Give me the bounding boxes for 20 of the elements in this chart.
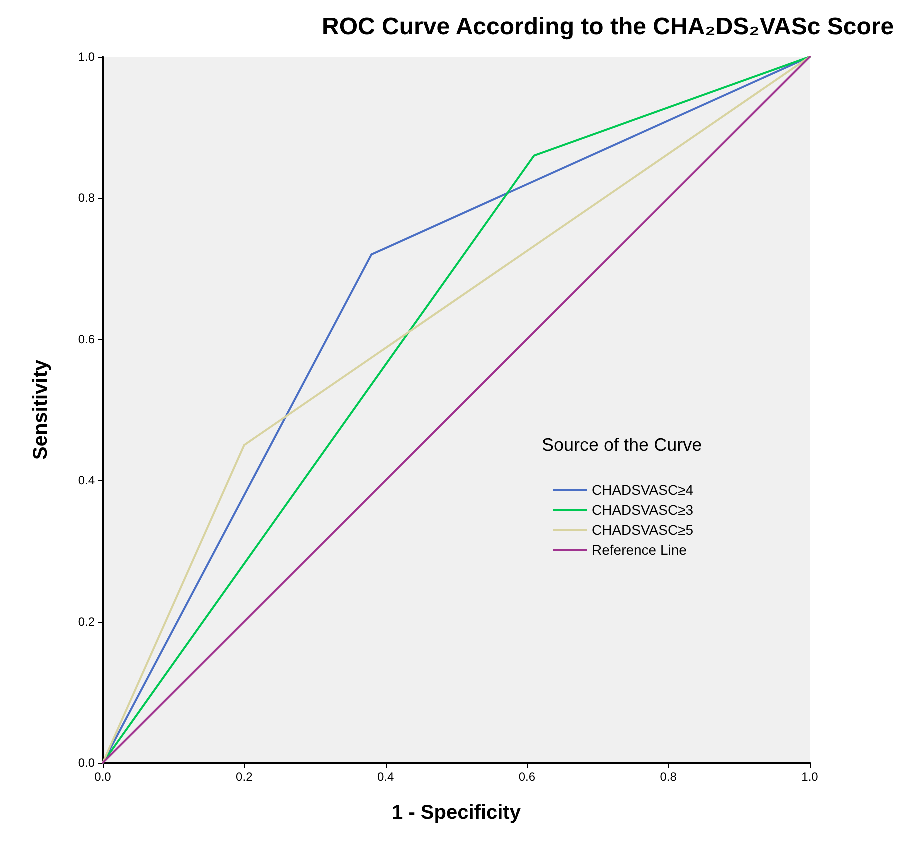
x-tick-label: 0.6 [518,770,536,784]
y-tick-label: 0.8 [78,191,96,206]
chart-title: ROC Curve According to the CHA₂DS₂VASc Score [322,14,894,40]
y-tick-label: 0.2 [78,614,96,629]
legend-label: Reference Line [592,542,688,558]
y-tick-label: 0.6 [78,332,96,346]
legend-label: CHADSVASC≥4 [592,482,694,498]
legend-label: CHADSVASC≥3 [592,502,694,518]
legend-label: CHADSVASC≥5 [592,522,694,538]
y-tick-label: 0.0 [78,756,96,770]
x-tick-label: 0.2 [236,770,254,784]
y-axis-title: Sensitivity [30,359,52,460]
x-axis-title: 1 - Specificity [392,802,522,824]
x-tick-label: 1.0 [802,770,819,784]
x-tick-label: 0.4 [377,770,394,784]
y-tick-label: 1.0 [78,50,96,64]
x-tick-label: 0.0 [94,770,112,784]
legend-title: Source of the Curve [542,435,702,455]
x-tick-label: 0.8 [660,770,678,784]
y-tick-label: 0.4 [78,474,96,488]
